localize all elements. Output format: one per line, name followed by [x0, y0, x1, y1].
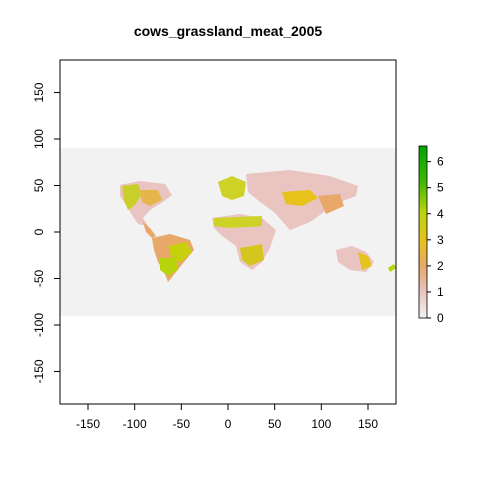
y-tick-label: 150 [32, 82, 46, 102]
x-tick-label: 100 [311, 417, 331, 431]
land-regions [120, 170, 396, 282]
y-tick-label: -100 [32, 313, 46, 337]
legend-tick-label: 6 [437, 155, 444, 169]
x-tick-label: -100 [123, 417, 147, 431]
legend-tick-label: 2 [437, 259, 444, 273]
x-tick-label: 0 [225, 417, 232, 431]
x-tick-label: 150 [358, 417, 378, 431]
north-america-west-pasture [122, 184, 142, 210]
x-tick-label: 50 [268, 417, 282, 431]
legend-tick-label: 1 [437, 285, 444, 299]
y-tick-label: -150 [32, 359, 46, 383]
legend-ticks: 0 1 2 3 4 5 6 [427, 155, 444, 325]
x-tick-label: -50 [173, 417, 191, 431]
legend-tick-label: 0 [437, 311, 444, 325]
x-axis: -150 -100 -50 0 50 100 150 [76, 403, 378, 431]
europe-landmass [218, 176, 246, 200]
central-america-landmass [143, 222, 156, 238]
color-legend: 0 1 2 3 4 5 6 [418, 145, 444, 325]
x-tick-label: -150 [76, 417, 100, 431]
legend-tick-label: 4 [437, 207, 444, 221]
y-tick-label: 100 [32, 129, 46, 149]
legend-color-bar [418, 145, 428, 319]
new-zealand-landmass [388, 264, 396, 272]
y-tick-label: -50 [32, 269, 46, 287]
north-america-central-pasture [140, 190, 162, 206]
map-title: cows_grassland_meat_2005 [134, 23, 323, 39]
central-asia-pasture [282, 190, 318, 206]
legend-tick-label: 5 [437, 181, 444, 195]
legend-tick-label: 3 [437, 233, 444, 247]
china-pasture [318, 194, 344, 214]
south-america-pampas-pasture [160, 258, 178, 276]
sahel-pasture [214, 216, 262, 228]
australia-east-pasture [358, 252, 372, 270]
southern-africa-pasture [240, 244, 264, 266]
south-america-brazil-pasture [168, 242, 192, 262]
y-tick-label: 50 [32, 179, 46, 193]
y-axis: -150 -100 -50 0 50 100 150 [32, 82, 61, 383]
y-tick-label: 0 [32, 228, 46, 235]
